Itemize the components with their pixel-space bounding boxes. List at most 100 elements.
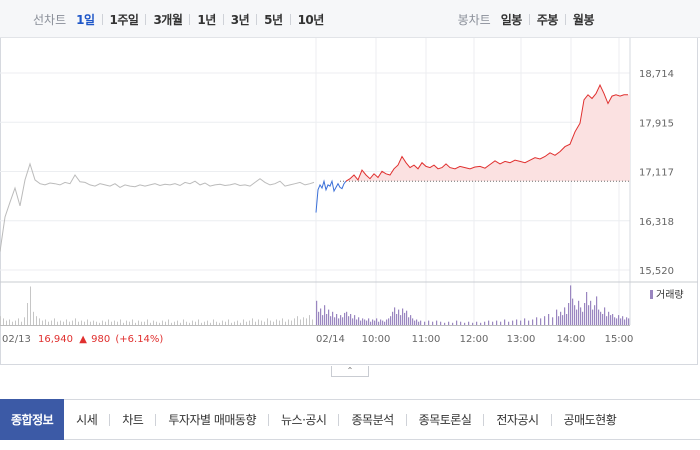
chevron-up-icon: ⌃ bbox=[346, 366, 354, 375]
tab-summary[interactable]: 종합정보 bbox=[0, 398, 65, 440]
volume-bar bbox=[330, 316, 332, 325]
volume-bar bbox=[126, 320, 127, 325]
volume-bar bbox=[213, 319, 214, 325]
stock-tab-bar: 종합정보 시세 차트 투자자별 매매동향 뉴스·공시 종목분석 종목토론실 전자… bbox=[0, 398, 700, 440]
volume-bar bbox=[440, 321, 442, 325]
x-tick-label: 15:00 bbox=[605, 334, 634, 345]
volume-bar bbox=[456, 320, 458, 325]
volume-bar bbox=[120, 319, 121, 325]
tab-chart[interactable]: 차트 bbox=[122, 413, 144, 427]
candle-weekly[interactable]: 주봉 bbox=[536, 12, 559, 27]
volume-bar bbox=[400, 315, 402, 325]
tab-short-selling[interactable]: 공매도현황 bbox=[563, 413, 617, 427]
divider bbox=[256, 13, 258, 25]
volume-bar bbox=[294, 318, 295, 325]
volume-bar bbox=[66, 319, 67, 325]
y-tick-label: 17,915 bbox=[639, 118, 674, 129]
volume-bar bbox=[171, 322, 172, 325]
tab-discussion[interactable]: 종목토론실 bbox=[418, 413, 472, 427]
volume-bar bbox=[564, 307, 566, 325]
tab-disclosure[interactable]: 전자공시 bbox=[496, 413, 539, 427]
volume-bar bbox=[334, 317, 336, 325]
volume-bar bbox=[54, 318, 55, 325]
tab-investor-trading[interactable]: 투자자별 매매동향 bbox=[168, 413, 256, 427]
volume-bar bbox=[358, 317, 360, 325]
y-tick-label: 16,318 bbox=[639, 217, 674, 228]
volume-bar bbox=[316, 300, 318, 325]
volume-bar bbox=[354, 315, 356, 325]
volume-bar bbox=[480, 322, 482, 325]
volume-bar bbox=[201, 322, 202, 325]
tab-news[interactable]: 뉴스·공시 bbox=[281, 413, 327, 427]
price-chart: 15,520 16,318 17,117 17,915 18,714 02/14 10:0… bbox=[0, 38, 698, 345]
volume-bar bbox=[568, 303, 570, 325]
volume-bar bbox=[536, 317, 538, 325]
volume-bar bbox=[616, 318, 618, 325]
volume-bar bbox=[228, 319, 229, 325]
volume-bar bbox=[598, 309, 600, 325]
volume-bar bbox=[476, 321, 478, 325]
volume-bar bbox=[63, 321, 64, 325]
volume-bar bbox=[207, 320, 208, 325]
volume-bar bbox=[312, 319, 313, 325]
volume-bar bbox=[192, 320, 193, 325]
volume-bar bbox=[346, 311, 348, 325]
tab-quotes[interactable]: 시세 bbox=[76, 413, 98, 427]
volume-bar bbox=[93, 320, 94, 325]
divider bbox=[405, 413, 407, 426]
volume-bar bbox=[75, 318, 76, 325]
volume-bar bbox=[219, 322, 220, 325]
tab-analysis[interactable]: 종목분석 bbox=[351, 413, 394, 427]
divider bbox=[101, 13, 103, 25]
volume-bar bbox=[412, 318, 414, 325]
volume-bar bbox=[114, 320, 115, 325]
volume-bar bbox=[51, 320, 52, 325]
volume-bar bbox=[195, 321, 196, 325]
volume-bar bbox=[273, 321, 274, 325]
volume-bar bbox=[448, 321, 450, 325]
volume-bar bbox=[264, 321, 265, 325]
volume-bar bbox=[198, 319, 199, 325]
volume-bar bbox=[102, 320, 103, 325]
volume-bar bbox=[560, 311, 562, 325]
period-10years[interactable]: 10년 bbox=[297, 12, 325, 27]
volume-bar bbox=[6, 320, 7, 325]
volume-bar bbox=[610, 315, 612, 325]
period-5years[interactable]: 5년 bbox=[264, 12, 283, 27]
y-tick-label: 15,520 bbox=[639, 266, 674, 277]
volume-bar bbox=[364, 319, 366, 325]
candle-daily[interactable]: 일봉 bbox=[500, 12, 523, 27]
chart-collapse-button[interactable]: ⌃ bbox=[331, 366, 369, 377]
period-3months[interactable]: 3개월 bbox=[153, 12, 183, 27]
volume-bar bbox=[594, 305, 596, 325]
volume-bar bbox=[622, 316, 624, 325]
volume-bar bbox=[406, 310, 408, 325]
volume-bar bbox=[326, 314, 328, 325]
volume-bar bbox=[410, 315, 412, 325]
volume-bar bbox=[390, 316, 392, 325]
volume-bar bbox=[78, 321, 79, 325]
volume-bar bbox=[165, 321, 166, 325]
volume-bar bbox=[174, 321, 175, 325]
candle-monthly[interactable]: 월봉 bbox=[572, 12, 595, 27]
volume-bar bbox=[45, 319, 46, 325]
period-1week[interactable]: 1주일 bbox=[109, 12, 139, 27]
change-value: 980 bbox=[91, 334, 110, 345]
volume-bar bbox=[558, 316, 560, 325]
volume-bar bbox=[572, 298, 574, 325]
volume-bar bbox=[27, 303, 28, 325]
volume-bar bbox=[580, 307, 582, 325]
volume-bar bbox=[532, 319, 534, 325]
volume-bar bbox=[3, 318, 4, 325]
period-1day[interactable]: 1일 bbox=[76, 12, 95, 27]
volume-bar bbox=[596, 296, 598, 325]
volume-bar bbox=[384, 321, 386, 325]
period-1year[interactable]: 1년 bbox=[197, 12, 216, 27]
volume-bar bbox=[99, 322, 100, 325]
volume-bar bbox=[108, 319, 109, 325]
volume-bar bbox=[516, 319, 518, 325]
candle-chart-periods: 봉차트 일봉 주봉 월봉 bbox=[458, 0, 595, 38]
divider bbox=[338, 413, 340, 426]
period-3years[interactable]: 3년 bbox=[230, 12, 250, 27]
divider bbox=[109, 413, 111, 426]
